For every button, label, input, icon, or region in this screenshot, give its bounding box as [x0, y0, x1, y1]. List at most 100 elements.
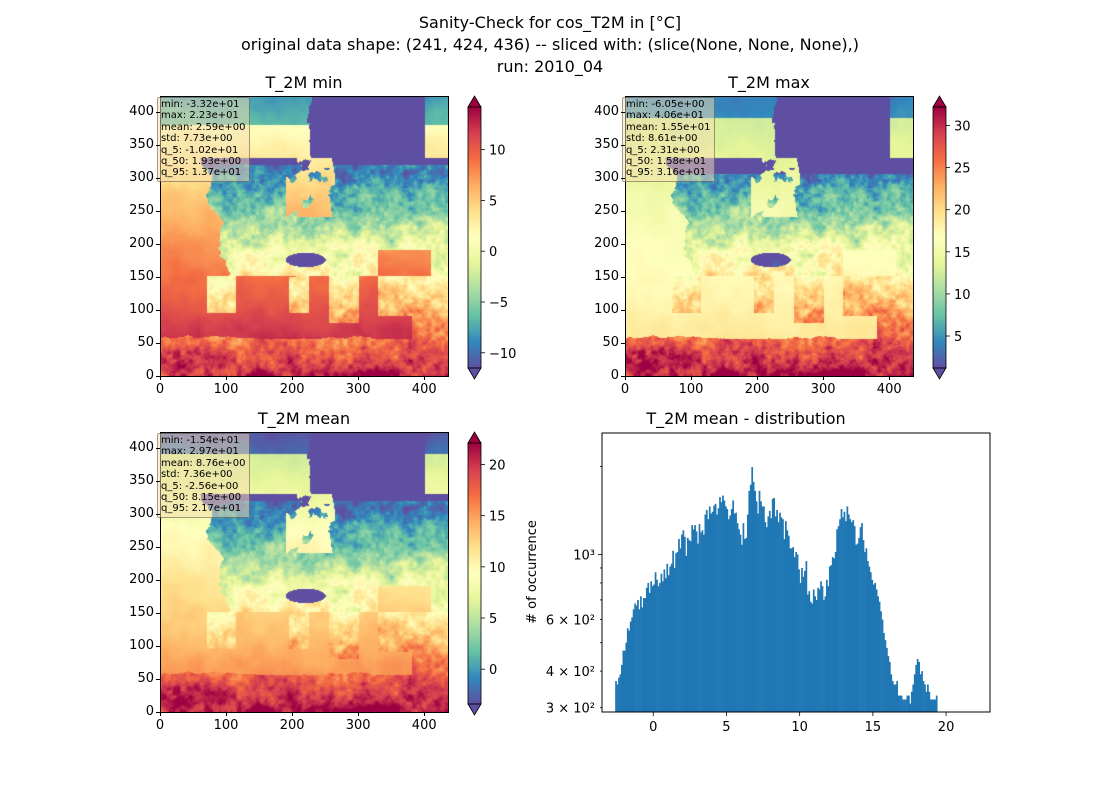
x-tick-label: 400 [876, 382, 902, 397]
colorbar-swatch [933, 248, 946, 252]
colorbar-swatch [468, 276, 481, 280]
colorbar-swatch [468, 695, 481, 699]
histogram-bar [682, 530, 685, 712]
histogram-bar [799, 582, 802, 712]
colorbar-swatch [933, 133, 946, 136]
histogram-bar [773, 497, 776, 712]
colorbar-swatch [468, 209, 481, 212]
y-tick-mark [156, 342, 160, 344]
colorbar-swatch [468, 357, 481, 360]
colorbar-swatch [468, 490, 481, 494]
histogram-bar [827, 586, 830, 712]
colorbar-swatch [468, 333, 481, 336]
colorbar-swatch [468, 521, 481, 525]
colorbar-swatch [468, 477, 481, 481]
colorbar-swatch [933, 331, 946, 334]
colorbar-swatch [468, 540, 481, 544]
histogram-bar [716, 514, 718, 712]
figure-suptitle-line2: original data shape: (241, 424, 436) -- … [241, 35, 859, 54]
colorbar-swatch [468, 261, 481, 265]
histogram-bar [921, 671, 923, 712]
colorbar-swatch [468, 558, 481, 562]
colorbar-swatch [933, 178, 946, 182]
colorbar-tick-label: 5 [954, 330, 962, 345]
histogram-bar [688, 540, 691, 712]
stats-box-max: min: -6.05e+00 max: 4.06e+01 mean: 1.55e+0… [622, 97, 716, 182]
colorbar-swatch [468, 582, 481, 585]
stats-box-min: min: -3.32e+01 max: 2.23e+01 mean: 2.59e+0… [157, 97, 251, 182]
colorbar-swatch [468, 352, 481, 356]
histogram-bar [752, 481, 755, 712]
colorbar-swatch [468, 252, 481, 256]
colorbar-swatch [468, 549, 481, 553]
histogram-bar [796, 554, 799, 712]
histogram-bar [631, 617, 633, 712]
colorbar-swatch [468, 595, 481, 599]
histogram-bar [836, 529, 838, 712]
histogram-bar [862, 540, 865, 712]
histogram-bar [735, 512, 737, 712]
histogram-bar [642, 598, 645, 712]
colorbar-swatch [468, 658, 481, 662]
histogram-bar [714, 503, 717, 712]
histogram-bar [689, 541, 692, 712]
x-tick-mark [160, 712, 161, 716]
y-tick-label: 400 [594, 103, 619, 119]
colorbar-swatch [468, 625, 481, 629]
y-tick-mark [156, 177, 160, 179]
colorbar-swatch [468, 451, 481, 455]
colorbar-swatch [468, 660, 481, 664]
histogram-bar [886, 647, 888, 712]
colorbar-swatch [468, 202, 481, 206]
colorbar-tick-label: 25 [954, 162, 971, 177]
colorbar-swatch [933, 115, 946, 119]
colorbar-max: 5 10 15 20 25 30 [932, 95, 971, 380]
colorbar-swatch [933, 294, 946, 297]
histogram-bar [935, 695, 938, 712]
colorbar-swatch [933, 322, 946, 326]
colorbar-tick-label: 10 [489, 144, 506, 159]
colorbar-swatch [468, 191, 481, 195]
y-tick-label: 250 [594, 202, 619, 218]
colorbar-swatch [933, 274, 946, 278]
colorbar-swatch [468, 107, 481, 110]
histogram-x-tick-label: 5 [722, 720, 730, 735]
histogram-bar [888, 661, 891, 712]
colorbar-swatch [933, 161, 946, 165]
histogram-bar [795, 552, 797, 712]
histogram-bar [632, 609, 635, 712]
histogram-bar [817, 587, 819, 712]
histogram-bar [679, 548, 682, 712]
histogram-bar [722, 495, 724, 712]
colorbar-swatch [468, 348, 481, 352]
colorbar-swatch [933, 122, 946, 125]
colorbar-swatch [933, 365, 946, 369]
colorbar-swatch [933, 185, 946, 189]
histogram-bar [697, 543, 699, 712]
colorbar-swatch [933, 348, 946, 352]
histogram-bar [707, 519, 710, 712]
colorbar-swatch [933, 215, 946, 219]
histogram-bar [823, 599, 825, 712]
histogram-bar [821, 586, 824, 712]
colorbar-swatch [468, 586, 481, 590]
y-tick-mark [156, 376, 160, 377]
colorbar-swatch [468, 443, 481, 446]
y-tick-mark [156, 210, 160, 212]
histogram-bar [856, 543, 859, 712]
colorbar-tick-label: −10 [489, 347, 516, 362]
histogram-bar [922, 681, 925, 712]
colorbar-swatch [933, 267, 946, 271]
colorbar-swatch [468, 346, 481, 350]
histogram-bar [808, 591, 811, 712]
x-tick-mark [691, 376, 693, 380]
colorbar-swatch [933, 313, 946, 317]
colorbar-swatch [933, 289, 946, 293]
colorbar-swatch [468, 335, 481, 339]
colorbar-swatch [933, 211, 946, 215]
histogram-bar [754, 490, 756, 712]
histogram-bar [647, 582, 650, 712]
histogram-bar [663, 569, 666, 712]
histogram-bar [846, 506, 849, 712]
x-tick-mark [358, 712, 360, 716]
